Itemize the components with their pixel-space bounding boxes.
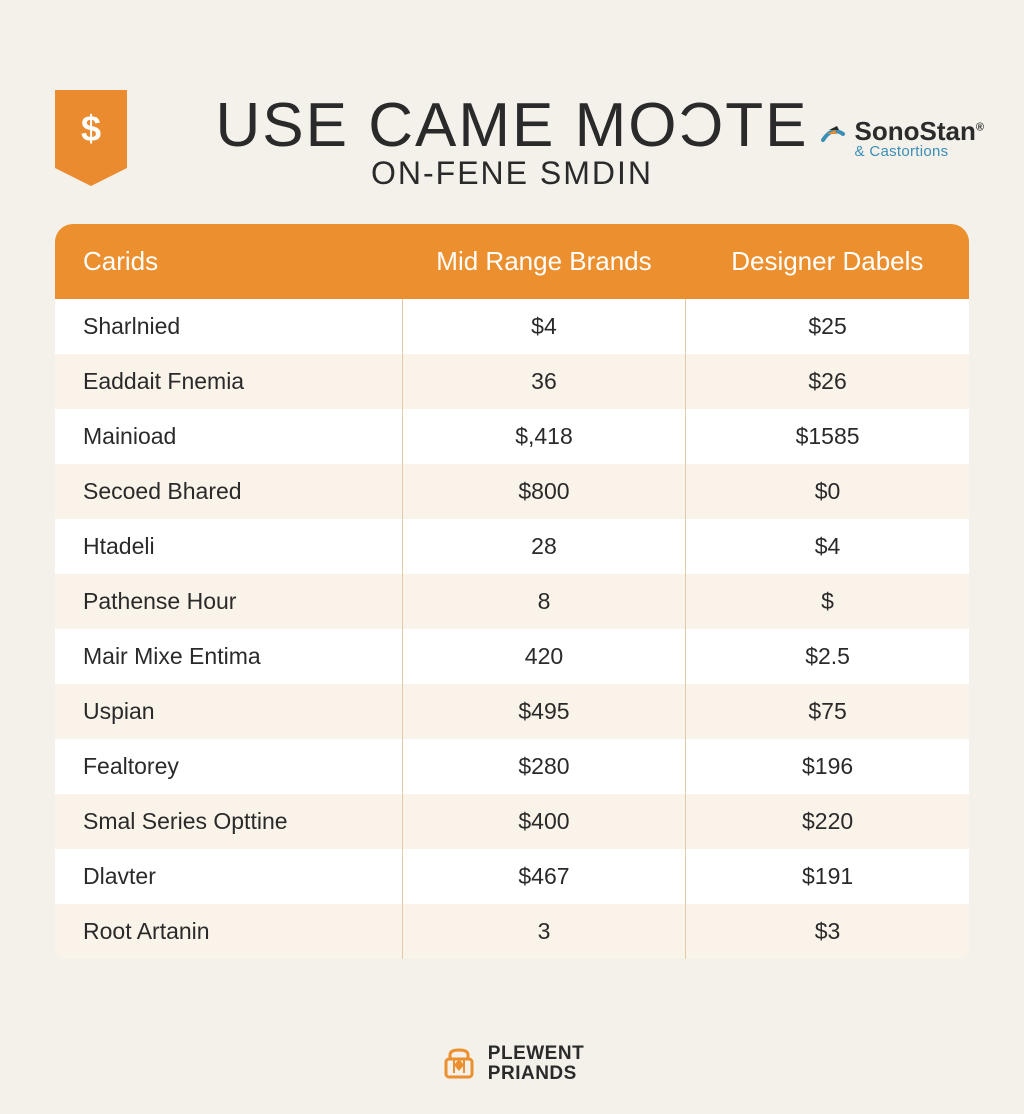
row-label: Fealtorey — [55, 739, 402, 794]
row-value: $220 — [686, 794, 969, 849]
row-value: $467 — [402, 849, 685, 904]
table-row: Mainioad$,418$1585 — [55, 409, 969, 464]
row-value: 36 — [402, 354, 685, 409]
row-value: $0 — [686, 464, 969, 519]
row-label: Secoed Bhared — [55, 464, 402, 519]
row-value: $495 — [402, 684, 685, 739]
row-label: Smal Series Opttine — [55, 794, 402, 849]
table-row: Mair Mixe Entima420$2.5 — [55, 629, 969, 684]
footer-line1: PLEWENT — [488, 1044, 584, 1064]
row-value: 420 — [402, 629, 685, 684]
row-value: 3 — [402, 904, 685, 959]
row-value: $26 — [686, 354, 969, 409]
col-header-carids: Carids — [55, 224, 402, 299]
table-row: Dlavter$467$191 — [55, 849, 969, 904]
row-label: Root Artanin — [55, 904, 402, 959]
footer-line2: PRIANDS — [488, 1064, 584, 1084]
price-badge: $ — [55, 90, 127, 168]
row-label: Htadeli — [55, 519, 402, 574]
table-row: Secoed Bhared$800$0 — [55, 464, 969, 519]
row-value: $2.5 — [686, 629, 969, 684]
col-header-designer: Designer Dabels — [686, 224, 969, 299]
table-row: Eaddait Fnemia36$26 — [55, 354, 969, 409]
row-label: Uspian — [55, 684, 402, 739]
row-value: $800 — [402, 464, 685, 519]
row-value: 28 — [402, 519, 685, 574]
row-value: $3 — [686, 904, 969, 959]
table-row: Smal Series Opttine$400$220 — [55, 794, 969, 849]
row-value: 8 — [402, 574, 685, 629]
row-value: $75 — [686, 684, 969, 739]
row-value: $191 — [686, 849, 969, 904]
col-header-midrange: Mid Range Brands — [402, 224, 685, 299]
table-header-row: Carids Mid Range Brands Designer Dabels — [55, 224, 969, 299]
table-row: Pathense Hour8$ — [55, 574, 969, 629]
row-label: Mainioad — [55, 409, 402, 464]
page-subtitle: ON-FENE SMDIN — [0, 155, 1024, 192]
table-row: Sharlnied$4$25 — [55, 299, 969, 354]
row-value: $4 — [686, 519, 969, 574]
row-label: Sharlnied — [55, 299, 402, 354]
row-value: $ — [686, 574, 969, 629]
table-row: Fealtorey$280$196 — [55, 739, 969, 794]
row-label: Dlavter — [55, 849, 402, 904]
brand-subtitle: & Castortions — [855, 144, 984, 159]
table-row: Htadeli28$4 — [55, 519, 969, 574]
row-value: $1585 — [686, 409, 969, 464]
table-row: Uspian$495$75 — [55, 684, 969, 739]
row-value: $196 — [686, 739, 969, 794]
row-label: Eaddait Fnemia — [55, 354, 402, 409]
brand-icon — [817, 120, 847, 150]
row-label: Mair Mixe Entima — [55, 629, 402, 684]
brand-name: SonoStan® — [855, 118, 984, 144]
footer-brand: PLEWENT PRIANDS — [0, 1044, 1024, 1084]
row-label: Pathense Hour — [55, 574, 402, 629]
footer-brand-icon — [440, 1045, 478, 1083]
row-value: $25 — [686, 299, 969, 354]
row-value: $4 — [402, 299, 685, 354]
table-row: Root Artanin3$3 — [55, 904, 969, 959]
row-value: $280 — [402, 739, 685, 794]
dollar-icon: $ — [81, 108, 101, 150]
row-value: $,418 — [402, 409, 685, 464]
pricing-table: Carids Mid Range Brands Designer Dabels … — [55, 224, 969, 959]
brand-logo: SonoStan® & Castortions — [817, 118, 984, 159]
row-value: $400 — [402, 794, 685, 849]
